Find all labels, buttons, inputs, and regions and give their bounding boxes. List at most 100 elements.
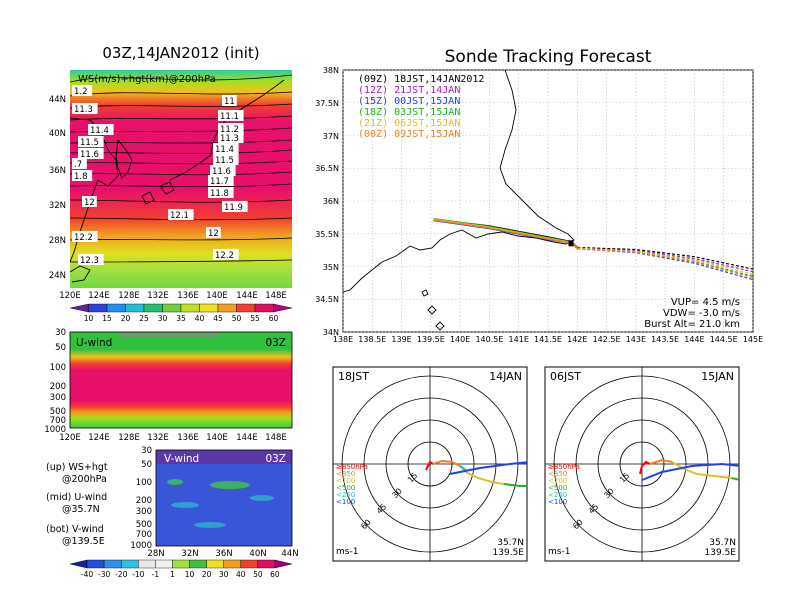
- track-line-dashed: [577, 247, 753, 273]
- p-tick: 100: [50, 363, 66, 373]
- colorbar-tick: 1: [170, 570, 175, 579]
- launch-legend-item: (00Z) 09JST,15JAN: [358, 129, 460, 140]
- hodo-level-legend: <500: [336, 484, 355, 492]
- p-tick: 50: [55, 343, 66, 353]
- lon-tick: 120E: [59, 291, 81, 301]
- colorbar-cell: [106, 303, 126, 313]
- lon-tick: 144E: [236, 433, 258, 443]
- contour-label-box: [222, 201, 248, 212]
- uwind-label: U-wind: [76, 337, 112, 349]
- lat-tick: 35.5N: [315, 230, 339, 239]
- hodo-trace: [432, 459, 461, 467]
- lat-tick: 40N: [249, 549, 266, 559]
- contour-label-box: [213, 249, 239, 260]
- lon-tick: 140E: [206, 291, 228, 301]
- note-mid-b: @35.7N: [62, 504, 100, 515]
- lon-tick: 148E: [265, 433, 287, 443]
- contour-label: 11.8: [210, 189, 229, 199]
- hodo-trace: [503, 483, 527, 487]
- lon-tick: 124E: [88, 291, 110, 301]
- lat-tick: 37N: [323, 132, 339, 141]
- contour-label: 11.3: [220, 134, 239, 144]
- launch-legend-item: (09Z) 18JST,14JAN2012: [358, 74, 484, 85]
- lon-tick: 120E: [59, 433, 81, 443]
- colorbar-tick: 30: [219, 570, 229, 579]
- contour-label-box: [213, 143, 239, 154]
- contour-label: 12.3: [80, 256, 99, 266]
- vwind-top-band: [156, 450, 292, 464]
- colorbar-cell: [121, 559, 139, 569]
- hodo-trace: [425, 460, 434, 471]
- colorbar-tick: 15: [102, 314, 112, 323]
- contour-label: 11.7: [210, 177, 229, 187]
- lon-tick: 144E: [236, 291, 258, 301]
- colorbar-cell: [199, 303, 219, 313]
- p-tick: 200: [136, 496, 152, 506]
- lat-tick: 34.5N: [315, 295, 339, 304]
- p-tick: 500: [136, 520, 152, 530]
- colorbar-tick: -1: [152, 570, 160, 579]
- p-tick: 1000: [130, 541, 152, 551]
- lon-tick: 141.5E: [534, 335, 562, 344]
- lat-tick: 34N: [323, 328, 339, 337]
- colorbar-tick: 25: [139, 314, 149, 323]
- lon-tick: 124E: [88, 433, 110, 443]
- track-lon-ticks: 138E 138.5E 139E 139.5E 140E 140.5E 141E 141.5E…: [333, 335, 763, 344]
- contour-label-box: [72, 158, 87, 169]
- colorbar-cell: [86, 559, 105, 569]
- colorbar-tick: 10: [185, 570, 195, 579]
- hodo-level-legend: <100: [548, 498, 567, 506]
- hodo-lat: 35.7N: [709, 538, 736, 548]
- contour-label-box: [213, 154, 239, 165]
- contour-label: 12: [208, 229, 219, 239]
- hodo-trace: [671, 461, 733, 479]
- lon-tick: 144E: [684, 335, 704, 344]
- lat-tick: 36N: [49, 166, 66, 176]
- burst-marker: [568, 240, 574, 247]
- launch-legend-item: (12Z) 21JST,14JAN: [358, 85, 460, 96]
- lat-tick: 38N: [323, 66, 339, 75]
- contour-label-box: [88, 124, 114, 135]
- colorbar-cell: [240, 559, 259, 569]
- hodo-trace: [639, 460, 651, 475]
- lat-tick: 24N: [49, 271, 66, 281]
- contour-label: 11.1: [220, 112, 239, 122]
- uwind-field: [70, 332, 292, 428]
- contour-label-box: [206, 227, 221, 238]
- uwind-panel: U-wind 03Z 30 50 100 200 300 500 700 100…: [44, 328, 293, 443]
- contour-label: 11.3: [74, 105, 93, 115]
- hodo-lat: 35.7N: [497, 538, 524, 548]
- lat-tick: 35N: [323, 263, 339, 272]
- colorbar-cell: [172, 559, 190, 569]
- lon-tick: 128E: [118, 291, 140, 301]
- contour-label-box: [78, 148, 104, 159]
- contour-label-box: [222, 95, 237, 106]
- vwind-time: 03Z: [265, 453, 286, 465]
- vwind-green-patch: [167, 479, 183, 485]
- p-tick: 50: [141, 460, 152, 470]
- map-panel: 03Z,14JAN2012 (init) 44N: [49, 44, 293, 323]
- contour-label-box: [82, 196, 97, 207]
- burst-text: Burst Alt= 21.0 km: [644, 319, 740, 330]
- colorbar-tick: 60: [270, 570, 280, 579]
- lon-tick: 136E: [177, 433, 199, 443]
- lat-tick: 44N: [281, 549, 298, 559]
- colorbar-tick: 20: [202, 570, 212, 579]
- contour-label: .7: [74, 160, 82, 170]
- hodo-trace: [459, 465, 467, 471]
- hodo-time: 06JST: [550, 370, 581, 383]
- lon-tick: 145E: [743, 335, 763, 344]
- lon-tick: 128E: [118, 433, 140, 443]
- colorbar-tick: 55: [250, 314, 260, 323]
- hodo-level-legend: <250: [548, 491, 567, 499]
- lon-tick: 141E: [509, 335, 529, 344]
- colorbar-cell: [274, 559, 293, 569]
- hodograph-2: 06JST 15JAN 15304560≥850hPa<850<700<500<…: [544, 366, 740, 562]
- colorbar-cell: [254, 303, 274, 313]
- hodo-trace: [731, 477, 739, 481]
- contour-label: 11.5: [80, 138, 99, 148]
- contour-label: 12.2: [215, 251, 234, 261]
- colorbar-cell: [88, 303, 108, 313]
- contour-label: 11.6: [212, 167, 231, 177]
